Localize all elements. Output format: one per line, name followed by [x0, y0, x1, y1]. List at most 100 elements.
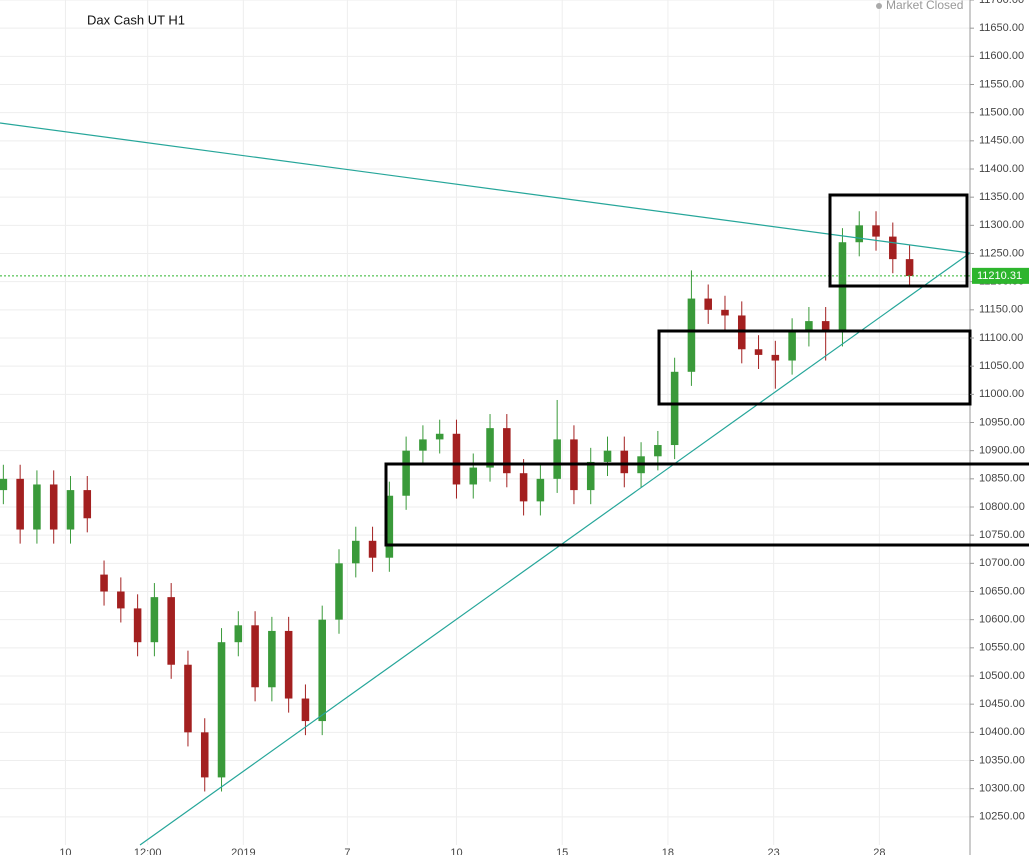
- zone-box: [657, 329, 972, 406]
- y-tick-label: 11700.00: [979, 0, 1024, 6]
- trend-line: [0, 122, 971, 254]
- y-tick-label: 10350.00: [979, 754, 1025, 766]
- market-status: Market Closed: [886, 0, 963, 12]
- candle-body: [889, 236, 897, 260]
- candle-body: [335, 563, 343, 620]
- y-tick-label: 11000.00: [979, 388, 1024, 400]
- y-tick-label: 11600.00: [979, 50, 1024, 62]
- candle-body: [905, 259, 914, 277]
- x-tick-label: 10: [450, 847, 462, 855]
- y-tick-label: 11650.00: [979, 22, 1024, 34]
- candle-body: [284, 630, 293, 699]
- candle-body: [553, 439, 561, 479]
- candle-body: [301, 698, 310, 722]
- y-tick-label: 10450.00: [979, 698, 1025, 710]
- y-tick-label: 11450.00: [979, 135, 1024, 147]
- candle-body: [0, 478, 8, 491]
- candle-body: [603, 450, 612, 462]
- y-tick-label: 11300.00: [979, 219, 1024, 231]
- candles: [0, 211, 970, 792]
- candle-body: [469, 467, 478, 485]
- y-tick-label: 11550.00: [979, 78, 1024, 90]
- candle-body: [167, 597, 175, 665]
- y-axis: 10250.00 10300.00 10350.00 10400.00 10450.00…: [59, 0, 1029, 855]
- y-tick-label: 11100.00: [979, 332, 1023, 344]
- candle-body: [805, 321, 813, 333]
- y-tick-label: 10750.00: [979, 529, 1025, 541]
- candle-body: [754, 349, 763, 355]
- candle-body: [268, 630, 276, 688]
- candle-body: [855, 225, 864, 243]
- candle-body: [368, 540, 377, 558]
- candle-body: [821, 321, 830, 333]
- x-tick-label: 15: [556, 847, 568, 855]
- candle-body: [654, 445, 662, 457]
- candle-body: [687, 298, 696, 372]
- x-tick-label: 2019: [231, 847, 255, 855]
- y-tick-label: 11400.00: [979, 163, 1024, 175]
- x-tick-label: 10: [59, 847, 71, 855]
- candle-body: [16, 478, 24, 530]
- candle-body: [385, 495, 394, 558]
- candle-body: [452, 433, 461, 485]
- chart-title: Dax Cash UT H1: [87, 12, 185, 27]
- y-tick-label: 10400.00: [979, 726, 1025, 738]
- y-tick-label: 10300.00: [979, 783, 1025, 795]
- y-tick-label: 10850.00: [979, 473, 1025, 485]
- candle-body: [352, 540, 360, 564]
- candle-body: [503, 428, 511, 474]
- candle-body: [402, 450, 410, 496]
- y-tick-label: 10700.00: [979, 557, 1025, 569]
- candle-body: [100, 574, 108, 592]
- candle-body: [200, 732, 209, 778]
- y-tick-label: 10500.00: [979, 670, 1025, 682]
- zone-box: [828, 193, 969, 288]
- candle-body: [872, 225, 880, 237]
- x-tick-label: 7: [344, 847, 350, 855]
- candle-body: [536, 478, 545, 502]
- candle-body: [519, 473, 528, 502]
- candle-body: [234, 625, 243, 643]
- y-tick-label: 11350.00: [979, 191, 1024, 203]
- candle-body: [251, 625, 259, 688]
- y-tick-label: 11050.00: [979, 360, 1024, 372]
- x-tick-label: 23: [768, 847, 780, 855]
- y-tick-label: 10900.00: [979, 445, 1025, 457]
- y-tick-label: 11500.00: [979, 107, 1024, 119]
- candle-body: [33, 484, 41, 530]
- x-tick-label: 18: [662, 847, 674, 855]
- candle-body: [670, 371, 679, 446]
- candle-body: [771, 354, 780, 361]
- candle-body: [66, 490, 75, 530]
- trend-line: [139, 252, 971, 846]
- candle-body: [133, 608, 142, 643]
- candle-body: [150, 597, 159, 643]
- candle-body: [318, 619, 326, 722]
- candle-body: [788, 332, 796, 361]
- y-tick-label: 10550.00: [979, 642, 1025, 654]
- y-tick-label: 11250.00: [979, 247, 1024, 259]
- x-tick-label: 12:00: [134, 847, 162, 855]
- candle-body: [117, 591, 125, 609]
- candle-body: [419, 439, 427, 451]
- candle-body: [217, 642, 226, 778]
- candle-body: [49, 484, 58, 530]
- status-dot: [876, 3, 882, 9]
- price-tag: [972, 267, 1029, 284]
- candle-body: [486, 428, 494, 468]
- y-tick-label: 10250.00: [979, 811, 1025, 823]
- price-tag-label: 11210.31: [977, 270, 1022, 282]
- candle-body: [184, 664, 192, 733]
- grid: [0, 0, 970, 845]
- x-tick-label: 28: [873, 847, 885, 855]
- y-tick-label: 10650.00: [979, 585, 1025, 597]
- zone-box: [384, 462, 1029, 547]
- candle-body: [721, 309, 729, 316]
- y-tick-label: 11150.00: [979, 304, 1023, 316]
- y-tick-label: 10600.00: [979, 614, 1025, 626]
- candle-body: [586, 461, 595, 491]
- y-tick-label: 10950.00: [979, 416, 1025, 428]
- y-tick-label: 10800.00: [979, 501, 1025, 513]
- candle-body: [704, 298, 712, 310]
